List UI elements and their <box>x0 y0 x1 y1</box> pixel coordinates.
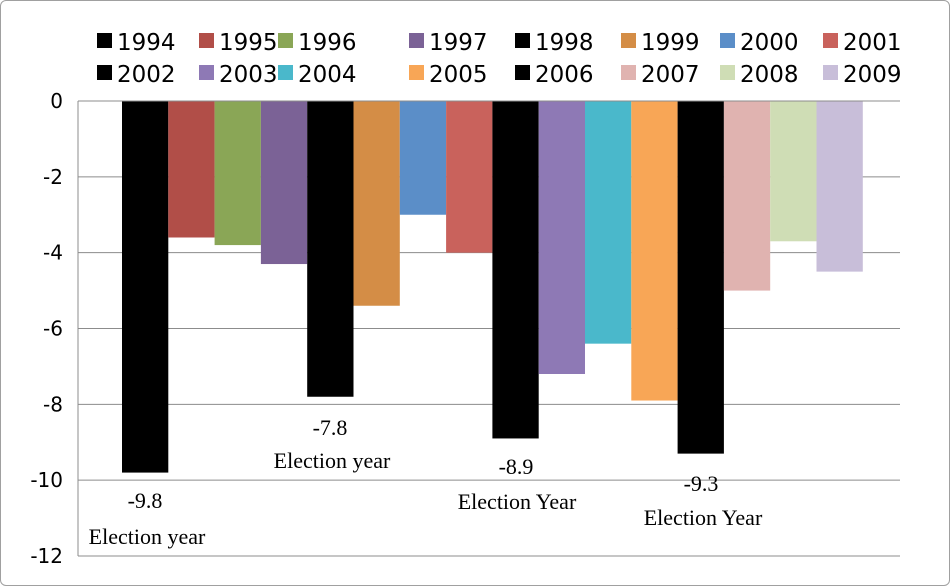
y-tick-label: -8 <box>43 392 63 416</box>
annotation-note: Election year <box>89 524 206 549</box>
legend-label-1998: 1998 <box>535 30 594 56</box>
legend-swatch-1997 <box>409 33 424 48</box>
annotations: -9.8 Election year -7.8 Election year -8.9 El… <box>89 415 763 549</box>
legend-label-2001: 2001 <box>843 30 902 56</box>
bar-1994 <box>122 101 169 473</box>
legend-swatch-1995 <box>199 33 214 48</box>
bar-2002 <box>492 101 539 439</box>
annotation-value: -7.8 <box>313 415 348 440</box>
legend-label-2000: 2000 <box>740 30 799 56</box>
annotation-value: -9.8 <box>128 488 163 513</box>
y-tick-label: -12 <box>30 544 63 568</box>
legend-swatch-2000 <box>720 33 735 48</box>
legend-label-1999: 1999 <box>641 30 700 56</box>
y-axis: 0 -2 -4 -6 -8 -10 -12 <box>30 89 900 568</box>
annotation-value: -9.3 <box>684 471 719 496</box>
bar-2004 <box>585 101 632 344</box>
y-tick-label: -10 <box>30 468 63 492</box>
bar-2000 <box>399 101 447 215</box>
legend-swatch-2004 <box>278 65 293 80</box>
legend-label-2009: 2009 <box>843 62 902 88</box>
bar-2008 <box>770 101 817 242</box>
y-tick-label: -4 <box>43 241 63 265</box>
bar-2009 <box>816 101 863 272</box>
legend-label-2008: 2008 <box>740 62 799 88</box>
legend-swatch-1996 <box>278 33 293 48</box>
bar-2001 <box>446 101 493 253</box>
legend-swatch-2002 <box>97 65 112 80</box>
bar-1997 <box>260 101 308 265</box>
bar-2003 <box>538 101 585 374</box>
legend-swatch-2009 <box>823 65 838 80</box>
legend: 1994 1995 1996 1997 1998 1999 2000 2001 2002 2003… <box>97 30 902 88</box>
legend-label-1994: 1994 <box>117 30 176 56</box>
legend-swatch-2001 <box>823 33 838 48</box>
legend-swatch-2008 <box>720 65 735 80</box>
legend-label-1995: 1995 <box>219 30 278 56</box>
y-tick-label: 0 <box>50 89 63 113</box>
legend-swatch-2007 <box>621 65 636 80</box>
bar-1998 <box>307 101 354 397</box>
legend-label-1996: 1996 <box>298 30 357 56</box>
legend-swatch-1998 <box>515 33 530 48</box>
annotation-note: Election Year <box>644 505 763 530</box>
legend-label-2007: 2007 <box>641 62 700 88</box>
legend-label-2005: 2005 <box>429 62 488 88</box>
bar-1995 <box>168 101 215 238</box>
bar-2005 <box>631 101 678 401</box>
legend-swatch-1999 <box>621 33 636 48</box>
bar-2007 <box>723 101 771 291</box>
y-tick-label: -2 <box>43 165 63 189</box>
legend-label-2002: 2002 <box>117 62 176 88</box>
annotation-note: Election year <box>274 448 391 473</box>
annotation-value: -8.9 <box>499 454 534 479</box>
legend-label-1997: 1997 <box>429 30 488 56</box>
legend-label-2006: 2006 <box>535 62 594 88</box>
annotation-note: Election Year <box>458 489 577 514</box>
legend-swatch-2006 <box>515 65 530 80</box>
legend-swatch-2003 <box>199 65 214 80</box>
legend-label-2003: 2003 <box>219 62 278 88</box>
bar-1996 <box>214 101 261 246</box>
legend-swatch-1994 <box>97 33 112 48</box>
bars <box>122 101 863 473</box>
y-tick-label: -6 <box>43 317 63 341</box>
bar-1999 <box>353 101 400 306</box>
legend-label-2004: 2004 <box>298 62 357 88</box>
legend-swatch-2005 <box>409 65 424 80</box>
bar-2006 <box>677 101 724 454</box>
